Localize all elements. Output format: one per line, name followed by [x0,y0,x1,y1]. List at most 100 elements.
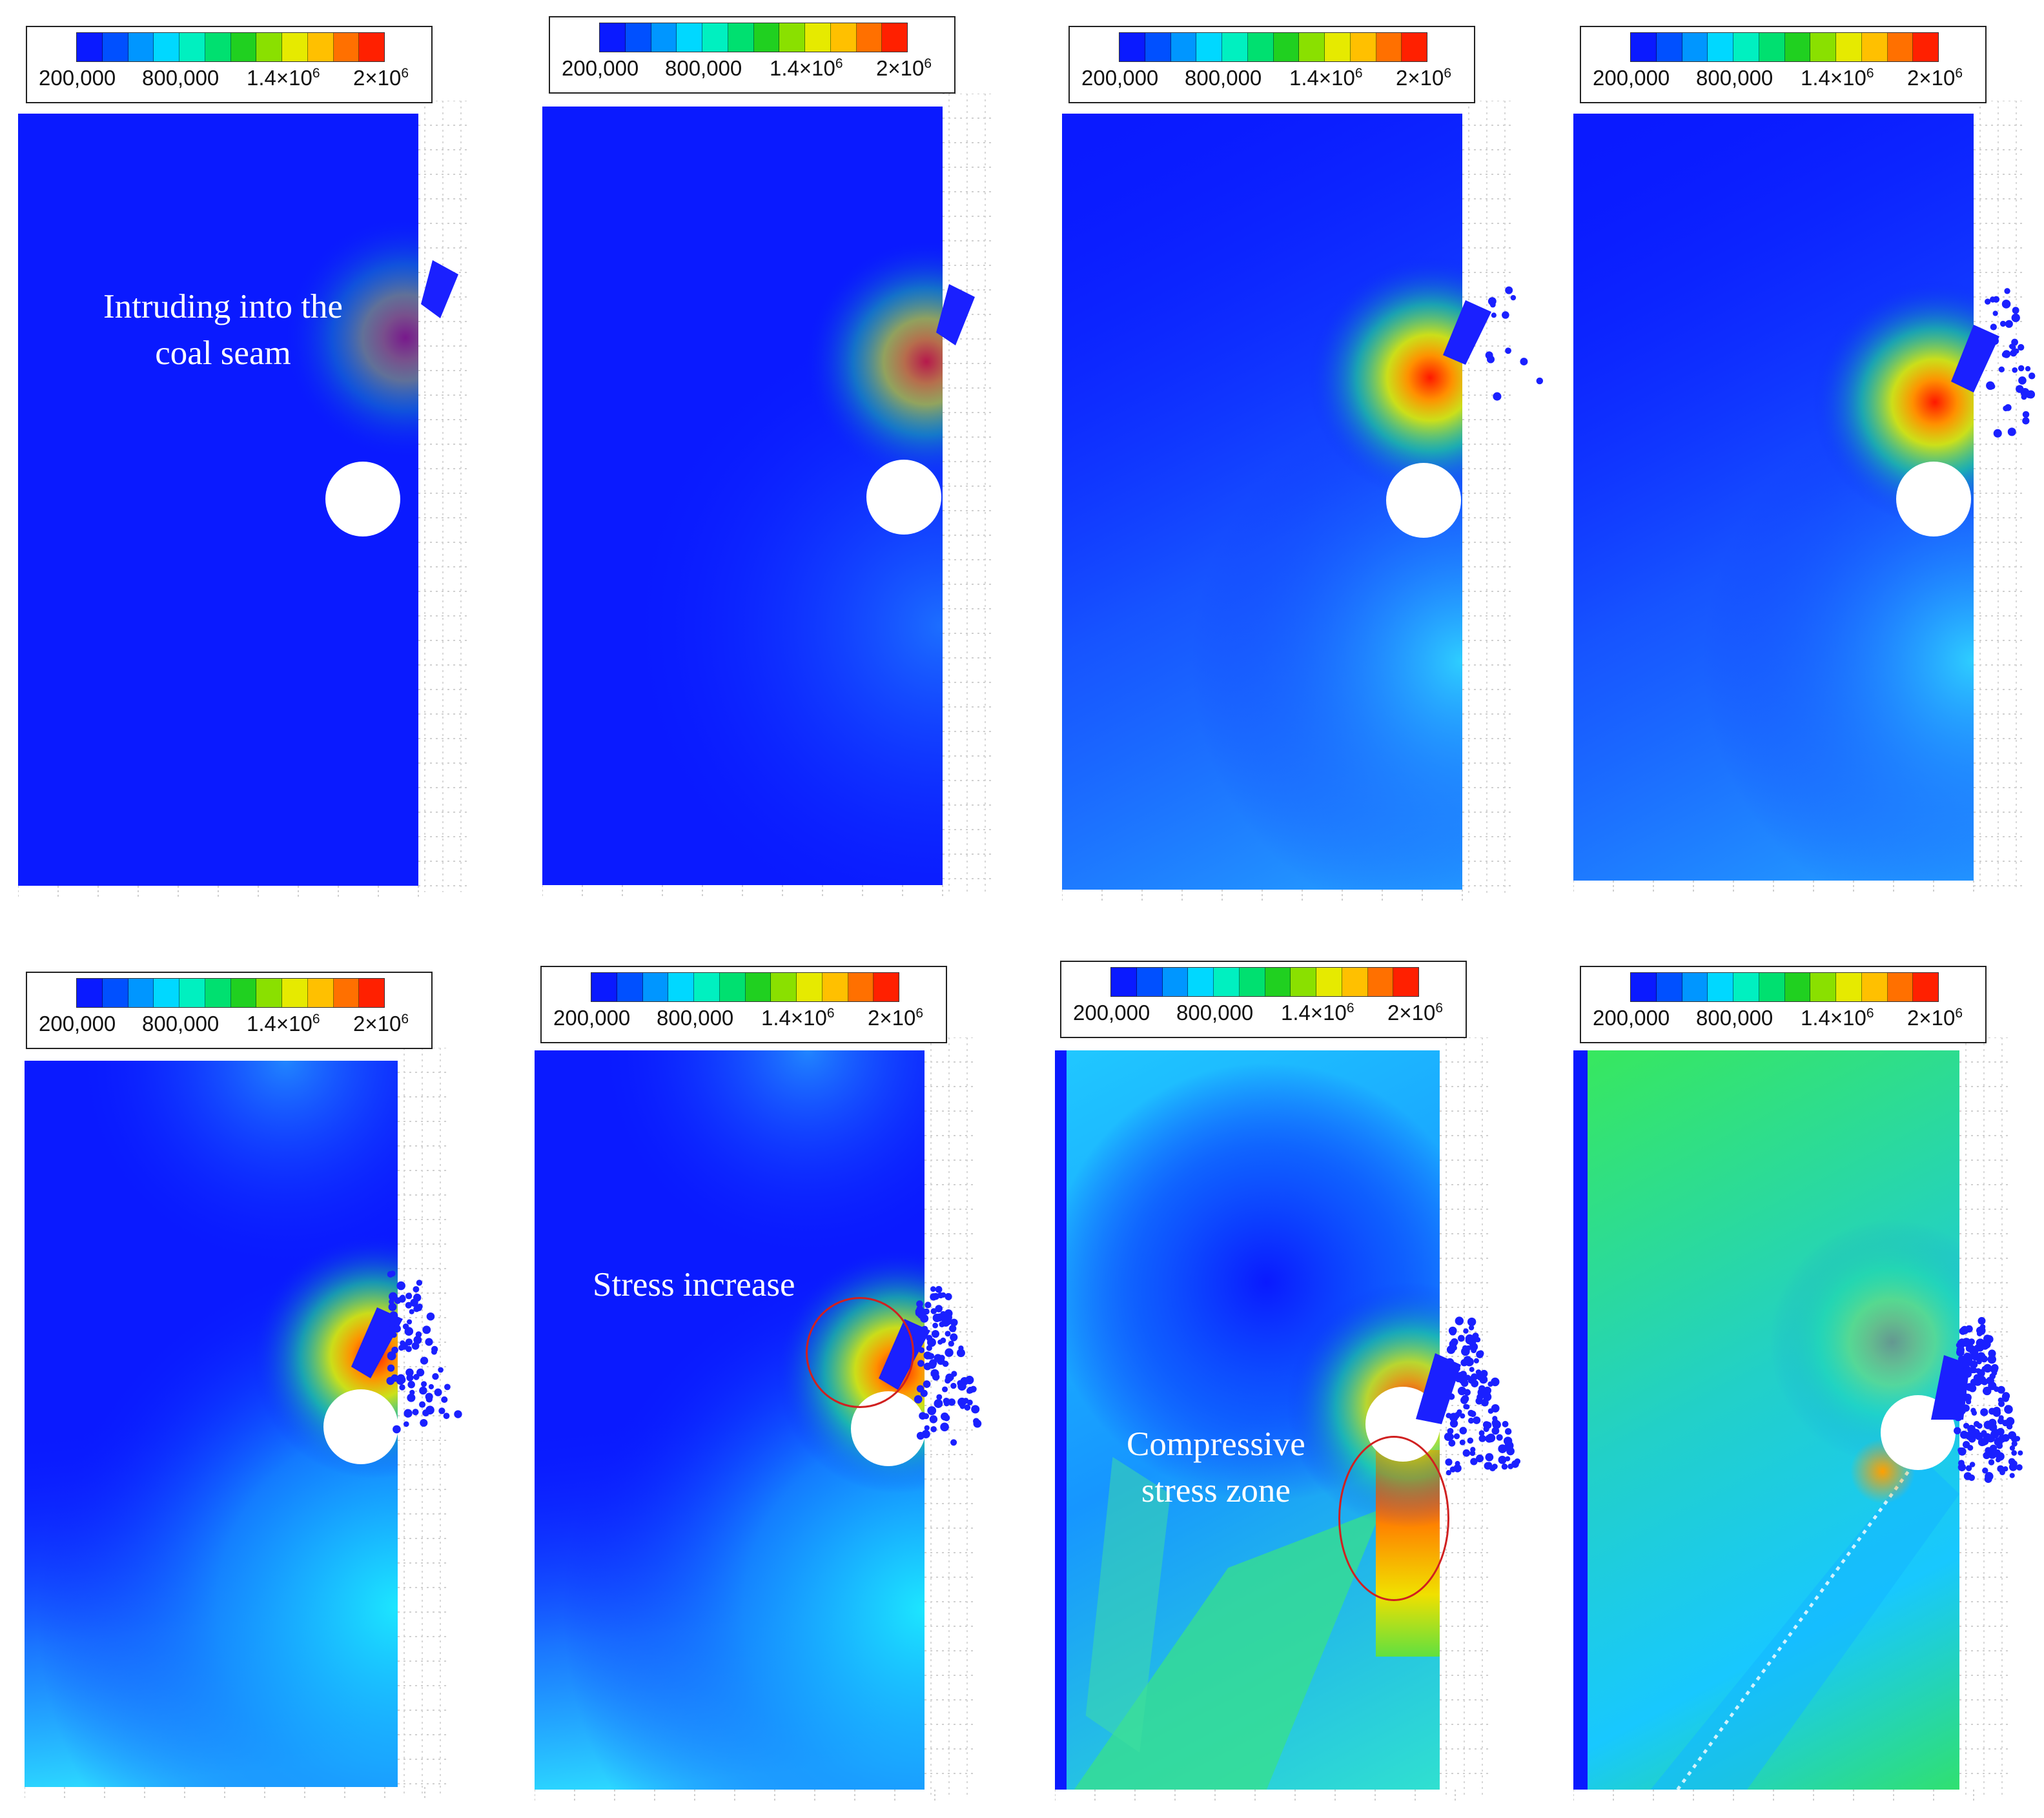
colorbar-legend: 200,000 800,000 1.4×106 2×106 [1580,26,1987,103]
colorbar-tick-label: 200,000 [39,1012,116,1036]
tick-exponent: 6 [1866,1006,1874,1021]
colorbar-tick-label: 2×106 [1907,1006,1963,1030]
stress-field-panel [1062,114,1544,890]
colorbar-segment [230,979,257,1007]
colorbar [599,23,908,52]
colorbar-segment [1316,968,1342,996]
colorbar-tick-label: 200,000 [1081,66,1158,90]
tick-exponent: 6 [401,66,409,81]
colorbar-segment [1733,973,1759,1001]
colorbar-segment [1784,973,1811,1001]
colorbar-tick-label: 1.4×106 [761,1006,835,1030]
colorbar-segment [1836,33,1862,61]
tick-exponent: 6 [312,66,320,81]
colorbar-tick-label: 1.4×106 [770,56,843,81]
tick-exponent: 6 [1346,1001,1354,1016]
annotation-intruding: Intruding into the coal seam [103,288,343,372]
tick-base: 2×10 [1387,1001,1436,1025]
mesh-grid [1054,1790,1478,1803]
colorbar-segment [1145,33,1171,61]
colorbar-legend: 200,000 800,000 1.4×106 2×106 [26,26,433,103]
colorbar [76,32,385,62]
colorbar-legend: 200,000 800,000 1.4×106 2×106 [540,966,947,1043]
colorbar-segment [77,979,103,1007]
tick-base: 1.4×10 [1289,66,1355,90]
colorbar-segment [1119,33,1145,61]
tick-base: 2×10 [868,1006,916,1030]
colorbar-segment [333,33,360,61]
colorbar-segment [874,973,899,1001]
tick-exponent: 6 [826,1006,835,1021]
colorbar-tick-label: 200,000 [39,66,116,90]
colorbar [591,972,899,1002]
colorbar-segment [1188,968,1214,996]
colorbar-segment [728,23,754,52]
colorbar [76,978,385,1008]
colorbar-segment [651,23,677,52]
colorbar-segment [154,979,179,1007]
colorbar-segment [102,979,128,1007]
stress-field-panel [1573,1050,2023,1790]
colorbar-segment [1913,33,1938,61]
mesh-grid [542,885,981,898]
colorbar-segment [882,23,907,52]
colorbar-segment [830,23,857,52]
stress-contour [542,107,975,885]
colorbar-tick-label: 200,000 [1073,1001,1150,1025]
colorbar-segment [617,973,643,1001]
stress-contour [25,1061,462,1787]
colorbar-segment [1214,968,1240,996]
tick-exponent: 6 [835,56,843,71]
colorbar-segment [1682,973,1708,1001]
colorbar-segment [1350,33,1376,61]
colorbar-tick-label: 1.4×106 [247,1012,320,1036]
colorbar-segment [1656,973,1682,1001]
annotation-stress-increase: Stress increase [593,1266,795,1303]
colorbar-tick-label: 800,000 [1185,66,1262,90]
tick-exponent: 6 [1435,1001,1444,1016]
colorbar-tick-label: 800,000 [1696,66,1773,90]
tick-exponent: 6 [915,1006,924,1021]
tick-exponent: 6 [1866,66,1874,81]
colorbar-segment [1656,33,1682,61]
colorbar-segment [1784,33,1811,61]
colorbar-segment [1861,33,1888,61]
colorbar-tick-label: 2×106 [868,1006,923,1030]
colorbar-segment [1708,973,1733,1001]
colorbar-segment [1887,973,1914,1001]
colorbar-segment [1170,33,1197,61]
colorbar-segment [642,973,669,1001]
stress-contour [1062,114,1544,890]
colorbar-tick-label: 2×106 [353,66,409,90]
colorbar-segment [179,979,205,1007]
colorbar-segment [307,33,334,61]
tick-base: 200,000 [553,1006,631,1030]
colorbar-segment [625,23,651,52]
stress-field-panel [18,114,458,886]
colorbar-segment [1162,968,1189,996]
tick-base: 2×10 [353,66,402,90]
colorbar-segment [694,973,720,1001]
colorbar-tick-label: 200,000 [562,56,639,81]
colorbar-segment [797,973,823,1001]
tick-base: 1.4×10 [770,56,835,80]
colorbar-segment [1733,33,1759,61]
colorbar-tick-label: 800,000 [665,56,742,81]
colorbar-tick-label: 800,000 [142,66,219,90]
colorbar-segment [154,33,179,61]
tick-base: 800,000 [1696,1006,1773,1030]
tick-base: 200,000 [1593,66,1670,90]
colorbar-segment [307,979,334,1007]
colorbar-segment [805,23,831,52]
colorbar-tick-label: 1.4×106 [1801,66,1874,90]
colorbar-segment [1861,973,1888,1001]
colorbar-legend: 200,000 800,000 1.4×106 2×106 [1580,966,1987,1043]
tick-base: 2×10 [353,1012,402,1036]
colorbar-segment [205,979,231,1007]
colorbar-tick-label: 200,000 [1593,66,1670,90]
tick-base: 200,000 [39,66,116,90]
colorbar-segment [677,23,702,52]
colorbar-segment [1631,973,1657,1001]
colorbar-segment [282,33,308,61]
colorbar-segment [668,973,694,1001]
